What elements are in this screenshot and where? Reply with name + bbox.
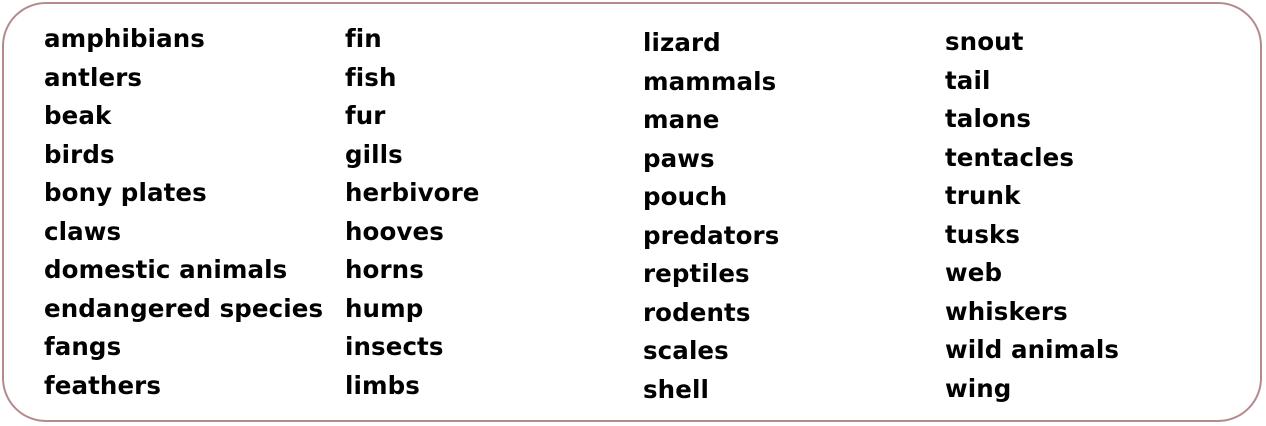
word-item: scales bbox=[643, 336, 729, 365]
word-item: tusks bbox=[945, 219, 1021, 249]
word-column-3: lizard mammals mane paws pouch predators… bbox=[643, 24, 779, 409]
word-item: birds bbox=[44, 139, 115, 169]
word-item: domestic animals bbox=[44, 255, 288, 284]
word-item: horns bbox=[345, 255, 424, 284]
word-item: gills bbox=[345, 139, 403, 169]
word-item: hooves bbox=[345, 216, 444, 246]
word-item: antlers bbox=[44, 62, 143, 92]
word-item: talons bbox=[945, 104, 1032, 133]
word-item: insects bbox=[345, 332, 444, 361]
word-item: hump bbox=[345, 293, 424, 323]
word-item: rodents bbox=[643, 297, 751, 327]
word-item: tail bbox=[945, 65, 991, 95]
word-item: herbivore bbox=[345, 178, 480, 207]
word-item: feathers bbox=[44, 370, 162, 400]
word-item: wild animals bbox=[945, 335, 1120, 364]
word-item: beak bbox=[44, 101, 112, 130]
word-item: wing bbox=[945, 373, 1012, 403]
word-item: claws bbox=[44, 216, 122, 246]
word-column-2: fin fish fur gills herbivore hooves horn… bbox=[345, 20, 479, 405]
word-item: predators bbox=[643, 220, 780, 250]
word-item: paws bbox=[643, 143, 715, 173]
word-item: fangs bbox=[44, 332, 122, 361]
word-column-1: amphibians antlers beak birds bony plate… bbox=[44, 20, 323, 405]
word-item: trunk bbox=[945, 181, 1021, 210]
word-column-4: snout tail talons tentacles trunk tusks … bbox=[945, 23, 1119, 408]
word-item: fish bbox=[345, 62, 397, 92]
word-item: fin bbox=[345, 24, 382, 53]
word-item: mammals bbox=[643, 66, 777, 96]
word-item: fur bbox=[345, 101, 386, 130]
word-item: whiskers bbox=[945, 296, 1068, 326]
word-item: amphibians bbox=[44, 24, 205, 53]
word-item: lizard bbox=[643, 28, 721, 57]
word-item: web bbox=[945, 258, 1003, 287]
word-item: bony plates bbox=[44, 178, 207, 207]
word-item: reptiles bbox=[643, 259, 750, 288]
word-item: limbs bbox=[345, 370, 420, 400]
word-item: endangered species bbox=[44, 293, 324, 323]
word-item: shell bbox=[643, 374, 709, 404]
word-item: snout bbox=[945, 27, 1024, 56]
word-item: tentacles bbox=[945, 142, 1075, 172]
word-item: pouch bbox=[643, 182, 728, 211]
word-item: mane bbox=[643, 105, 720, 134]
